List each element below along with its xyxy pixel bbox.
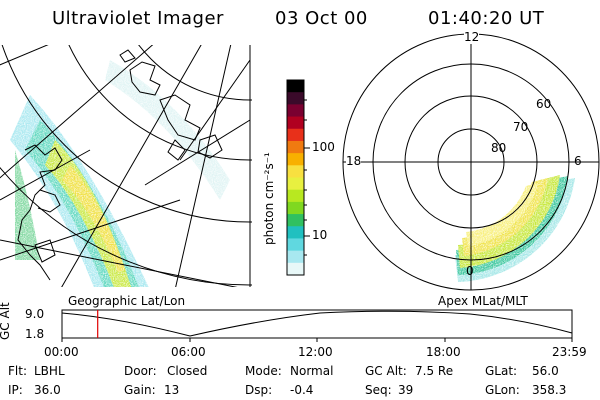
timeline-xtick-2: 12:00 <box>298 345 333 359</box>
colorbar <box>286 79 310 276</box>
colorbar-swatch <box>287 80 304 93</box>
colorbar-swatch <box>287 214 304 227</box>
info-value-gcalt: 7.5 Re <box>415 364 454 378</box>
timeline-xtick-0: 00:00 <box>44 345 79 359</box>
info-value-door: Closed <box>167 364 208 378</box>
timeline-xtick-1: 06:00 <box>171 345 206 359</box>
geographic-panel-label: Geographic Lat/Lon <box>68 294 186 308</box>
instrument-title: Ultraviolet Imager <box>52 8 224 29</box>
info-value-gain: 13 <box>164 383 180 397</box>
colorbar-swatch <box>287 104 304 118</box>
timeline-ytick-min: 1.8 <box>25 327 45 341</box>
date-label: 03 Oct 00 <box>275 8 368 29</box>
info-value-ip: 36.0 <box>34 383 61 397</box>
polar-plot <box>342 33 600 291</box>
info-value-flt: LBHL <box>34 364 65 378</box>
mlt-label-12: 12 <box>464 30 480 44</box>
geographic-map <box>0 45 252 287</box>
colorbar-swatch <box>287 153 304 166</box>
time-label: 01:40:20 UT <box>428 8 545 29</box>
info-value-seq: 39 <box>398 383 414 397</box>
info-label-glon: GLon: <box>485 383 520 397</box>
colorbar-swatch <box>287 140 304 154</box>
info-label-seq: Seq: <box>365 383 392 397</box>
info-label-door: Door: <box>124 364 157 378</box>
info-label-ip: IP: <box>8 383 23 397</box>
info-value-glon: 358.3 <box>532 383 567 397</box>
colorbar-unit-label: photon cm⁻²s⁻¹ <box>262 152 276 245</box>
apex-panel-label: Apex MLat/MLT <box>438 294 528 308</box>
colorbar-swatch <box>287 226 304 240</box>
colorbar-tick-10: 10 <box>312 228 328 242</box>
colorbar-swatch <box>287 177 304 191</box>
mlt-label-0: 0 <box>466 264 474 278</box>
mlat-label-60: 60 <box>536 97 552 111</box>
timeline-xtick-3: 18:00 <box>426 345 461 359</box>
info-label-gcalt: GC Alt: <box>365 364 407 378</box>
colorbar-swatch <box>287 165 304 179</box>
timeline-ytick-max: 9.0 <box>25 307 45 321</box>
colorbar-swatch <box>287 92 304 105</box>
colorbar-swatch <box>287 189 304 203</box>
timeline-xtick-4: 23:59 <box>552 345 587 359</box>
colorbar-swatch <box>287 250 304 264</box>
colorbar-swatch <box>287 238 304 252</box>
info-label-flt: Flt: <box>8 364 27 378</box>
info-value-dsp: -0.4 <box>290 383 314 397</box>
info-label-glat: GLat: <box>485 364 518 378</box>
mlt-label-18: 18 <box>346 154 362 168</box>
mlat-label-80: 80 <box>491 141 507 155</box>
info-value-mode: Normal <box>290 364 334 378</box>
timeline-axis-label: GC Alt <box>0 302 12 340</box>
info-value-glat: 56.0 <box>532 364 559 378</box>
info-label-mode: Mode: <box>245 364 282 378</box>
colorbar-swatch <box>287 128 304 142</box>
info-label-gain: Gain: <box>124 383 156 397</box>
colorbar-tick-100: 100 <box>312 140 335 154</box>
colorbar-swatch <box>287 262 304 276</box>
orbit-timeline <box>61 309 573 342</box>
info-label-dsp: Dsp: <box>245 383 273 397</box>
mlt-label-6: 6 <box>574 154 582 168</box>
colorbar-swatch <box>287 201 304 215</box>
colorbar-swatch <box>287 116 304 130</box>
mlat-label-70: 70 <box>513 120 529 134</box>
